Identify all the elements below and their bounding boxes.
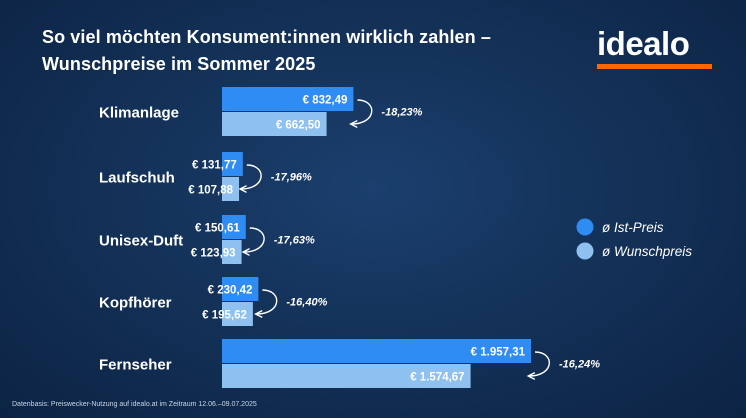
wunsch-value-label-3: € 195,62 xyxy=(202,310,247,322)
change-label-0: -18,23% xyxy=(381,107,422,119)
ist-value-label-4: € 1.957,31 xyxy=(471,347,526,359)
ist-value-label-1: € 131,77 xyxy=(192,160,237,172)
ist-bar-2 xyxy=(222,215,246,239)
legend-label-1: ø Wunschpreis xyxy=(602,244,692,259)
wunsch-bar-4 xyxy=(222,364,471,388)
title-line-2: Wunschpreise im Sommer 2025 xyxy=(42,54,316,74)
chart-title: So viel möchten Konsument:innen wirklich… xyxy=(42,24,542,78)
wunsch-value-label-0: € 662,50 xyxy=(276,120,321,132)
legend-marker-1 xyxy=(576,242,594,260)
ist-value-label-2: € 150,61 xyxy=(195,223,240,235)
wunsch-bar-3 xyxy=(222,302,253,326)
category-label-3: Kopfhörer xyxy=(99,295,172,312)
wunsch-bar-1 xyxy=(222,177,240,201)
category-label-1: Laufschuh xyxy=(99,170,175,187)
legend-label-0: ø Ist-Preis xyxy=(602,220,664,235)
wunsch-value-label-1: € 107,88 xyxy=(188,185,233,197)
ist-value-label-3: € 230,42 xyxy=(208,285,253,297)
logo-text: idealo xyxy=(597,25,690,62)
change-label-4: -16,24% xyxy=(559,359,600,371)
change-arrow-2 xyxy=(244,227,265,252)
footnote: Datenbasis: Preiswecker-Nutzung auf idea… xyxy=(12,401,257,408)
change-label-1: -17,96% xyxy=(271,172,312,184)
ist-bar-4 xyxy=(222,339,531,363)
wunsch-value-label-2: € 123,93 xyxy=(191,248,236,260)
category-label-0: Klimanlage xyxy=(99,105,179,122)
change-arrow-1 xyxy=(241,164,262,189)
category-label-2: Unisex-Duft xyxy=(99,233,183,250)
ist-bar-3 xyxy=(222,277,259,301)
change-label-2: -17,63% xyxy=(274,235,315,247)
category-label-4: Fernseher xyxy=(99,357,172,374)
logo-underline xyxy=(597,64,712,69)
change-arrow-0 xyxy=(351,99,373,124)
idealo-logo: idealo xyxy=(597,26,713,69)
wunsch-bar-2 xyxy=(222,240,242,264)
ist-bar-1 xyxy=(222,152,243,176)
change-label-3: -16,40% xyxy=(286,297,327,309)
ist-bar-0 xyxy=(222,87,354,111)
legend-marker-0 xyxy=(576,218,594,236)
wunsch-value-label-4: € 1.574,67 xyxy=(410,372,464,384)
ist-value-label-0: € 832,49 xyxy=(303,95,348,107)
change-arrow-4 xyxy=(529,351,550,376)
title-line-1: So viel möchten Konsument:innen wirklich… xyxy=(42,27,491,47)
wunsch-bar-0 xyxy=(222,112,327,136)
change-arrow-3 xyxy=(256,289,278,314)
